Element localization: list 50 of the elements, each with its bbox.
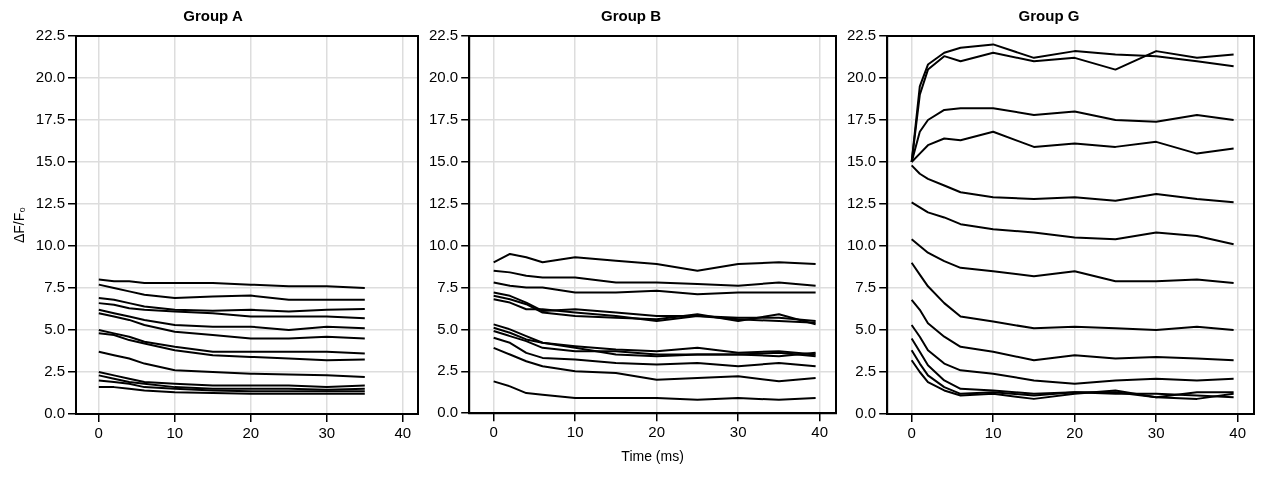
y-tick-label: 12.5 [846, 194, 877, 212]
chart-title: Group G [1018, 7, 1080, 25]
x-tick-label: 0 [907, 424, 916, 442]
x-tick-label: 10 [984, 424, 1002, 442]
y-tick-label: 10.0 [428, 235, 459, 253]
y-tick-label: 22.5 [846, 26, 877, 44]
y-tick-label: 15.0 [428, 151, 459, 169]
x-tick-label: 30 [1147, 424, 1165, 442]
x-axis-title: Time (ms) [621, 448, 684, 465]
chart-title: Group B [601, 7, 662, 25]
y-tick-label: 0.0 [437, 403, 459, 421]
y-tick-label: 7.5 [44, 278, 65, 296]
y-tick-label: 2.5 [437, 361, 459, 379]
y-tick-label: 2.5 [44, 362, 65, 380]
y-tick-label: 7.5 [437, 277, 459, 295]
y-tick-label: 15.0 [35, 152, 65, 170]
x-tick-label: 0 [94, 424, 103, 442]
y-tick-label: 15.0 [846, 152, 877, 170]
x-tick-label: 30 [318, 424, 336, 442]
y-axis-title: ΔF/F₀ [11, 206, 28, 244]
y-tick-label: 20.0 [35, 68, 65, 86]
y-tick-label: 17.5 [35, 110, 65, 128]
y-tick-label: 7.5 [855, 278, 877, 296]
y-tick-label: 17.5 [428, 109, 459, 127]
y-tick-label: 0.0 [855, 404, 877, 422]
y-tick-label: 5.0 [437, 319, 459, 337]
y-tick-label: 2.5 [855, 362, 877, 380]
y-tick-label: 5.0 [44, 320, 65, 338]
x-tick-label: 40 [394, 424, 412, 442]
y-tick-label: 12.5 [35, 194, 65, 212]
x-tick-label: 0 [489, 423, 498, 441]
y-tick-label: 10.0 [846, 236, 877, 254]
y-tick-label: 17.5 [846, 110, 877, 128]
y-tick-label: 10.0 [35, 236, 65, 254]
x-tick-label: 20 [648, 423, 666, 441]
x-tick-label: 30 [729, 423, 747, 441]
x-tick-label: 20 [242, 424, 260, 442]
y-tick-label: 5.0 [855, 320, 877, 338]
chart-title: Group A [183, 7, 243, 25]
x-tick-label: 10 [566, 423, 584, 441]
y-tick-label: 0.0 [44, 404, 65, 422]
x-tick-label: 40 [811, 423, 829, 441]
y-tick-label: 20.0 [428, 68, 459, 86]
x-tick-label: 40 [1229, 424, 1247, 442]
y-tick-label: 20.0 [846, 68, 877, 86]
y-tick-label: 22.5 [428, 26, 459, 44]
x-tick-label: 20 [1066, 424, 1084, 442]
x-tick-label: 10 [166, 424, 184, 442]
y-tick-label: 12.5 [428, 193, 459, 211]
y-tick-label: 22.5 [35, 26, 65, 44]
